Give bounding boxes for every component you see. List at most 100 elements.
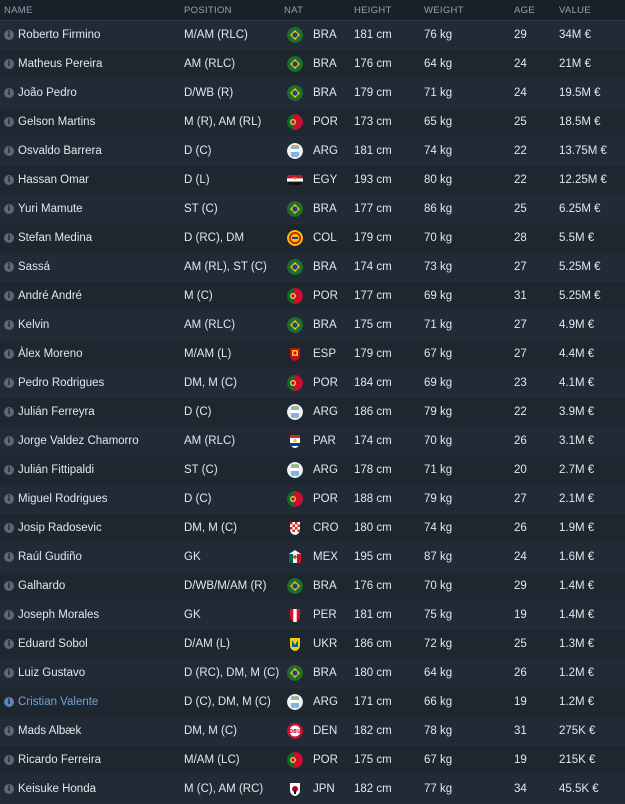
player-name[interactable]: Stefan Medina [18, 232, 93, 244]
player-name[interactable]: Raúl Gudiño [18, 551, 82, 563]
info-icon[interactable]: i [4, 88, 14, 98]
player-name[interactable]: Gelson Martins [18, 116, 96, 128]
player-name[interactable]: Hassan Omar [18, 174, 89, 186]
table-row[interactable]: i Stefan Medina D (RC), DM COL 179 cm 70 kg 28… [0, 224, 625, 253]
player-value: 275K € [559, 725, 596, 737]
info-icon[interactable]: i [4, 755, 14, 765]
info-icon[interactable]: i [4, 552, 14, 562]
player-name[interactable]: Kelvin [18, 319, 50, 331]
player-weight: 78 kg [424, 725, 453, 737]
info-icon[interactable]: i [4, 117, 14, 127]
info-icon[interactable]: i [4, 407, 14, 417]
player-name[interactable]: Matheus Pereira [18, 58, 103, 70]
player-name[interactable]: Galhardo [18, 580, 66, 592]
player-name[interactable]: Eduard Sobol [18, 638, 88, 650]
table-row[interactable]: i Gelson Martins M (R), AM (RL) POR 173 cm 65… [0, 108, 625, 137]
col-header-value[interactable]: VALUE [559, 4, 591, 16]
player-name[interactable]: Joseph Morales [18, 609, 100, 621]
player-name[interactable]: Yuri Mamute [18, 203, 83, 215]
table-row[interactable]: i Raúl Gudiño GK MEX 195 cm 87 kg 24 1.6M € [0, 543, 625, 572]
info-icon[interactable]: i [4, 697, 14, 707]
player-weight: 65 kg [424, 116, 453, 128]
table-row[interactable]: i Àlex Moreno M/AM (L) ESP 179 cm 67 kg 27 4.4M… [0, 340, 625, 369]
player-name[interactable]: Jorge Valdez Chamorro [18, 435, 139, 447]
info-icon[interactable]: i [4, 784, 14, 794]
table-row[interactable]: i Mads Albæk DM, M (C) DBU DEN 182 cm 78 kg 31 2… [0, 717, 625, 746]
table-row[interactable]: i Eduard Sobol D/AM (L) UKR 186 cm 72 kg 25 1.3… [0, 630, 625, 659]
table-row[interactable]: i Pedro Rodrigues DM, M (C) POR 184 cm 69 kg 2… [0, 369, 625, 398]
table-row[interactable]: i Keisuke Honda M (C), AM (RC) JPN 182 cm 77 … [0, 775, 625, 804]
player-height: 195 cm [354, 551, 392, 563]
table-row[interactable]: i Miguel Rodrigues D (C) POR 188 cm 79 kg 27 2.… [0, 485, 625, 514]
table-row[interactable]: i Matheus Pereira AM (RLC) BRA 176 cm 64 kg 24… [0, 50, 625, 79]
col-header-nat[interactable]: NAT [284, 4, 304, 16]
player-age: 25 [514, 203, 527, 215]
table-row[interactable]: i Yuri Mamute ST (C) BRA 177 cm 86 kg 25 6.25M … [0, 195, 625, 224]
info-icon[interactable]: i [4, 233, 14, 243]
table-row[interactable]: i Julián Ferreyra D (C) ARG 186 cm 79 kg 22 3.9… [0, 398, 625, 427]
player-value: 34M € [559, 29, 591, 41]
info-icon[interactable]: i [4, 146, 14, 156]
player-name[interactable]: Mads Albæk [18, 725, 82, 737]
info-icon[interactable]: i [4, 262, 14, 272]
player-name[interactable]: Ricardo Ferreira [18, 754, 102, 766]
info-icon[interactable]: i [4, 320, 14, 330]
info-icon[interactable]: i [4, 610, 14, 620]
info-icon[interactable]: i [4, 349, 14, 359]
player-name[interactable]: Cristian Valente [18, 696, 99, 708]
col-header-position[interactable]: POSITION [184, 4, 232, 16]
table-row[interactable]: i Jorge Valdez Chamorro AM (RLC) PAR 174 cm 7… [0, 427, 625, 456]
player-name[interactable]: André André [18, 290, 82, 302]
table-row[interactable]: i Osvaldo Barrera D (C) ARG 181 cm 74 kg 22 13.… [0, 137, 625, 166]
info-icon[interactable]: i [4, 639, 14, 649]
table-row[interactable]: i Julián Fittipaldi ST (C) ARG 178 cm 71 kg 20… [0, 456, 625, 485]
col-header-age[interactable]: AGE [514, 4, 535, 16]
player-weight: 73 kg [424, 261, 453, 273]
col-header-name[interactable]: NAME [4, 4, 33, 16]
info-icon[interactable]: i [4, 204, 14, 214]
player-name[interactable]: Keisuke Honda [18, 783, 96, 795]
player-name[interactable]: Miguel Rodrigues [18, 493, 108, 505]
table-row[interactable]: i Galhardo D/WB/M/AM (R) BRA 176 cm 70 kg 29 1.… [0, 572, 625, 601]
player-nationality: PER [313, 609, 337, 621]
table-row[interactable]: i Luiz Gustavo D (RC), DM, M (C) BRA 180 cm 6… [0, 659, 625, 688]
info-icon[interactable]: i [4, 523, 14, 533]
info-icon[interactable]: i [4, 30, 14, 40]
table-row[interactable]: i Hassan Omar D (L) EGY 193 cm 80 kg 22 12.25M … [0, 166, 625, 195]
player-name[interactable]: Àlex Moreno [18, 348, 83, 360]
info-icon[interactable]: i [4, 668, 14, 678]
player-name[interactable]: João Pedro [18, 87, 77, 99]
player-name[interactable]: Julián Fittipaldi [18, 464, 95, 476]
info-icon[interactable]: i [4, 291, 14, 301]
table-row[interactable]: i André André M (C) POR 177 cm 69 kg 31 5.25M € [0, 282, 625, 311]
info-icon[interactable]: i [4, 378, 14, 388]
player-name[interactable]: Pedro Rodrigues [18, 377, 105, 389]
col-header-height[interactable]: HEIGHT [354, 4, 392, 16]
table-row[interactable]: i Josip Radosevic DM, M (C) CRO 180 cm 74 kg 2… [0, 514, 625, 543]
player-position: AM (RLC) [184, 319, 236, 331]
player-name[interactable]: Julián Ferreyra [18, 406, 95, 418]
info-icon[interactable]: i [4, 436, 14, 446]
player-position: AM (RL), ST (C) [184, 261, 267, 273]
player-position: D/WB (R) [184, 87, 234, 99]
table-row[interactable]: i João Pedro D/WB (R) BRA 179 cm 71 kg 24 19.5M… [0, 79, 625, 108]
info-icon[interactable]: i [4, 465, 14, 475]
table-row[interactable]: i Sassá AM (RL), ST (C) BRA 174 cm 73 kg 27 5.2… [0, 253, 625, 282]
player-name[interactable]: Luiz Gustavo [18, 667, 86, 679]
player-age: 19 [514, 696, 527, 708]
table-row[interactable]: i Roberto Firmino M/AM (RLC) BRA 181 cm 76 kg… [0, 21, 625, 50]
table-row[interactable]: i Joseph Morales GK PER 181 cm 75 kg 19 1.4M € [0, 601, 625, 630]
info-icon[interactable]: i [4, 581, 14, 591]
table-row[interactable]: i Kelvin AM (RLC) BRA 175 cm 71 kg 27 4.9M € [0, 311, 625, 340]
info-icon[interactable]: i [4, 175, 14, 185]
info-icon[interactable]: i [4, 726, 14, 736]
table-row[interactable]: i Cristian Valente D (C), DM, M (C) ARG 171 … [0, 688, 625, 717]
player-name[interactable]: Roberto Firmino [18, 29, 101, 41]
player-name[interactable]: Osvaldo Barrera [18, 145, 102, 157]
player-name[interactable]: Sassá [18, 261, 50, 273]
info-icon[interactable]: i [4, 494, 14, 504]
table-row[interactable]: i Ricardo Ferreira M/AM (LC) POR 175 cm 67 kg… [0, 746, 625, 775]
col-header-weight[interactable]: WEIGHT [424, 4, 464, 16]
info-icon[interactable]: i [4, 59, 14, 69]
player-name[interactable]: Josip Radosevic [18, 522, 102, 534]
